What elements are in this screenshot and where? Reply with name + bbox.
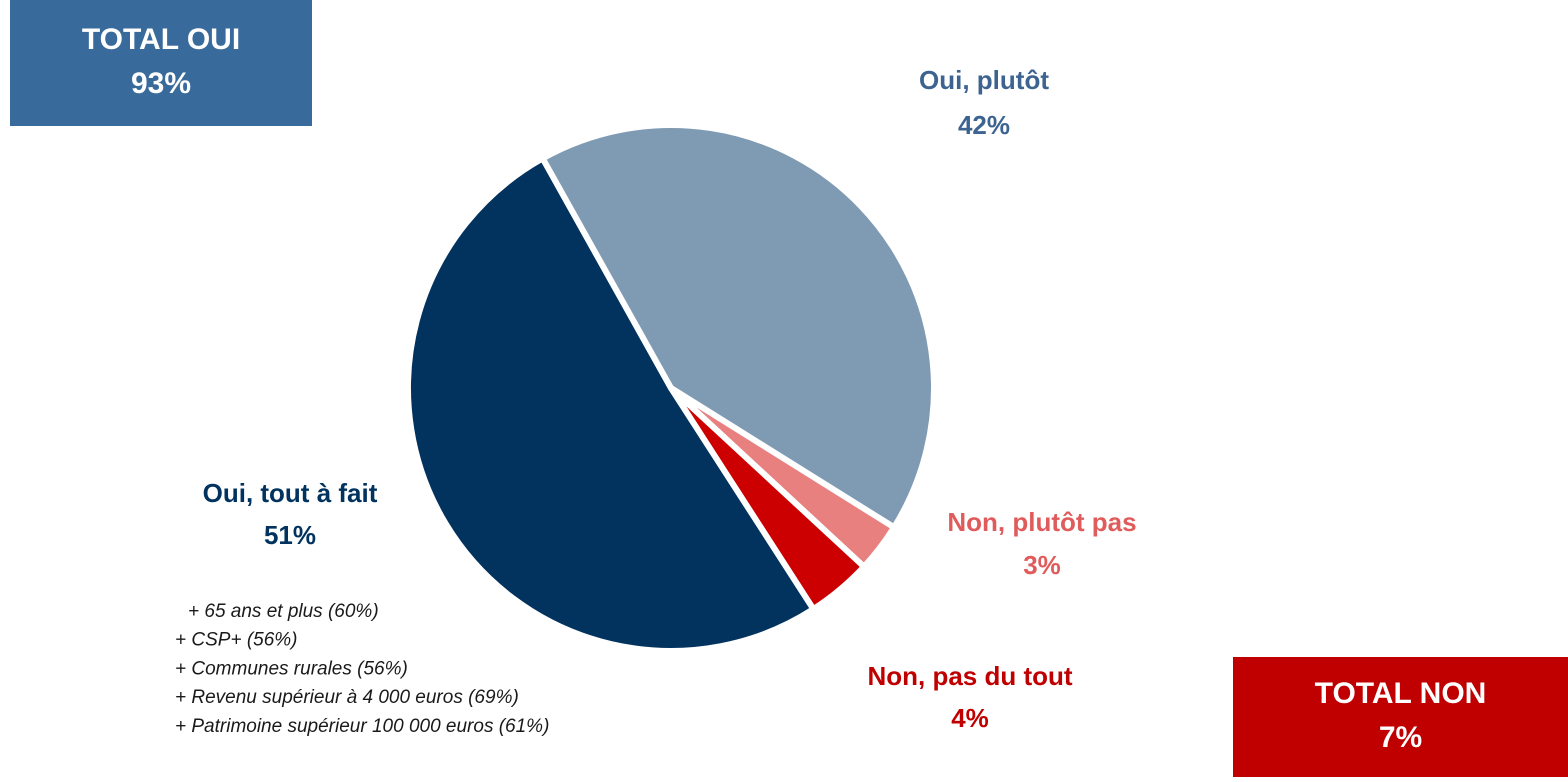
slice-value: 51% — [264, 520, 316, 550]
total-box — [10, 0, 312, 126]
pie-slice — [539, 122, 938, 531]
note: + 65 ans et plus (60%) — [188, 601, 379, 622]
slice-label: Oui, plutôt — [919, 65, 1049, 95]
total-value: 7% — [1379, 721, 1422, 754]
note: + Patrimoine supérieur 100 000 euros (61… — [175, 716, 549, 737]
slice-value: 3% — [1023, 550, 1061, 580]
total-value: 93% — [131, 67, 191, 100]
slice-label: Oui, tout à fait — [203, 478, 378, 508]
note: + CSP+ (56%) — [175, 630, 298, 651]
slice-value: 4% — [951, 703, 989, 733]
slice-value: 42% — [958, 110, 1010, 140]
note: + Revenu supérieur à 4 000 euros (69%) — [175, 687, 519, 708]
total-box — [1233, 657, 1568, 777]
pie-slice — [668, 385, 867, 613]
slice-label: Non, plutôt pas — [947, 507, 1136, 537]
note: + Communes rurales (56%) — [175, 658, 408, 679]
total-label: TOTAL NON — [1315, 677, 1487, 710]
total-label: TOTAL OUI — [82, 23, 240, 56]
slice-label: Non, pas du tout — [867, 661, 1072, 691]
pie-slice — [405, 155, 817, 654]
